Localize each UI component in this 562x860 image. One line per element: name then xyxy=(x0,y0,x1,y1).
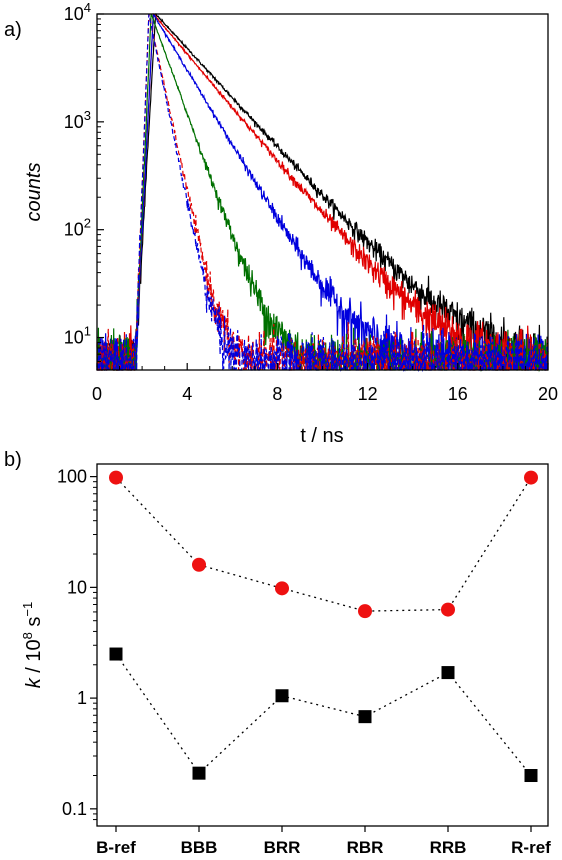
category-label: BBB xyxy=(181,838,218,857)
decay-trace-1 xyxy=(96,13,549,371)
decay-trace-2 xyxy=(96,13,549,371)
circle-point-RRB xyxy=(441,602,455,617)
square-point-RRB xyxy=(441,666,455,680)
circle-series-connector xyxy=(115,477,532,612)
x-tick-label: 8 xyxy=(272,384,282,404)
circle-point-R-ref xyxy=(524,470,538,485)
rate-axis: 0.1 1 10 100 xyxy=(57,467,97,821)
x-tick-label: 20 xyxy=(538,384,558,404)
rate-axis-label: k / 108 s−1 xyxy=(20,602,45,689)
category-label: RBR xyxy=(347,838,384,857)
square-point-R-ref xyxy=(524,769,538,783)
decay-trace-5 xyxy=(96,13,549,371)
x-axis: 0 4 8 12 16 20 xyxy=(92,363,558,404)
dotted-connectors xyxy=(115,477,532,776)
x-tick-label: 4 xyxy=(182,384,192,404)
y-tick-label: 103 xyxy=(64,108,91,132)
circle-point-BRR xyxy=(275,581,289,596)
panel-a-frame xyxy=(96,13,549,371)
y-tick-label: 101 xyxy=(64,324,91,348)
y-axis: 101 102 103 104 xyxy=(64,0,104,362)
panel-b-frame xyxy=(96,463,549,827)
category-label: BRR xyxy=(264,838,301,857)
y-tick-label: 102 xyxy=(64,216,91,240)
circle-point-B-ref xyxy=(109,470,123,485)
x-tick-label: 0 xyxy=(92,384,102,404)
category-axis: B-ref BBB BRR RBR RRB R-ref xyxy=(96,826,551,857)
rate-tick-label: 100 xyxy=(57,467,87,487)
x-tick-label: 16 xyxy=(448,384,468,404)
y-axis-label: counts xyxy=(23,163,45,222)
panel-b: b) B-ref BBB BRR RBR RRB R-ref 0.1 1 10 100 k / … xyxy=(4,449,551,857)
square-point-BRR xyxy=(275,689,289,703)
rate-tick-label: 0.1 xyxy=(62,799,87,819)
x-tick-label: 12 xyxy=(358,384,378,404)
panel-b-label: b) xyxy=(4,449,22,471)
circle-point-RBR xyxy=(358,604,372,619)
decay-traces xyxy=(96,13,549,373)
rate-tick-label: 10 xyxy=(67,577,87,597)
square-point-BBB xyxy=(192,766,206,780)
square-series-connector xyxy=(115,653,532,776)
category-label: B-ref xyxy=(96,838,136,857)
x-axis-label: t / ns xyxy=(300,425,343,447)
rate-tick-label: 1 xyxy=(77,688,87,708)
y-tick-label: 104 xyxy=(64,0,91,24)
circle-point-BBB xyxy=(192,557,206,572)
decay-trace-4 xyxy=(96,13,549,373)
panel-a: a) 0 4 8 12 16 20 101 102 103 104 t / ns counts xyxy=(4,0,558,447)
decay-trace-6 xyxy=(96,13,549,373)
category-label: RRB xyxy=(430,838,467,857)
rate-markers xyxy=(109,470,538,783)
decay-trace-3 xyxy=(97,13,549,371)
category-label: R-ref xyxy=(511,838,551,857)
square-point-RBR xyxy=(358,710,372,724)
panel-a-label: a) xyxy=(4,19,22,41)
square-point-B-ref xyxy=(109,647,123,661)
